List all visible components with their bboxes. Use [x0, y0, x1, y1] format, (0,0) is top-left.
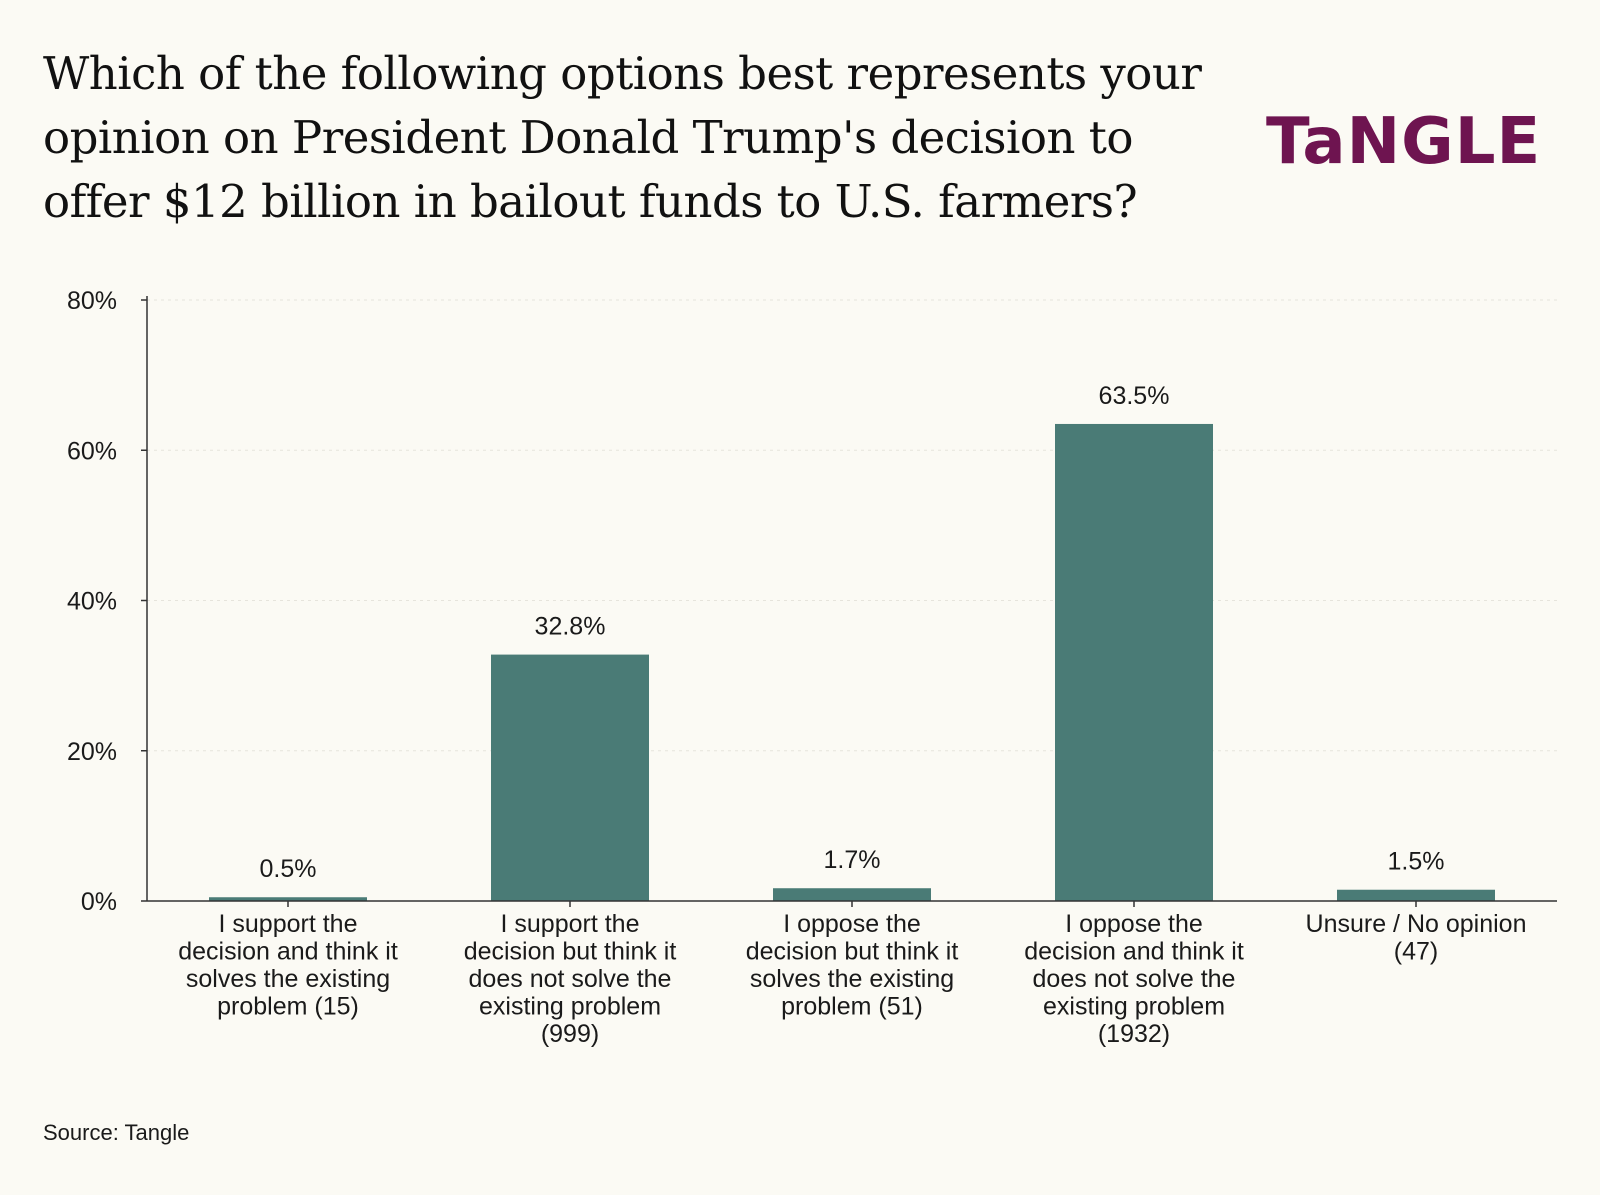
bar	[209, 897, 367, 901]
labels: 0% 20% 40% 60% 80% 0.5% I support the decision …	[67, 287, 1527, 1048]
x-tick-label: I support the decision but think it does n…	[464, 910, 677, 1048]
gridlines	[147, 299, 1557, 752]
bars	[209, 423, 1495, 901]
data-label: 0.5%	[260, 855, 317, 883]
x-tick-label: Unsure / No opinion (47)	[1306, 910, 1527, 966]
bar-chart: 0% 20% 40% 60% 80% 0.5% I support the decision …	[67, 287, 1557, 1048]
bar	[1337, 889, 1495, 901]
x-tick-label: I support the decision and think it solves…	[178, 910, 398, 1021]
bar	[773, 888, 931, 901]
y-tick-label: 80%	[67, 287, 117, 315]
source-note: Source: Tangle	[43, 1120, 190, 1145]
y-tick-label: 0%	[81, 888, 117, 916]
x-tick-label: I oppose the decision but think it solves …	[746, 910, 959, 1021]
chart-title: Which of the following options best repr…	[43, 47, 1202, 228]
x-tick-label: I oppose the decision and think it does no…	[1024, 910, 1244, 1048]
tangle-logo: TaNGLE	[1266, 105, 1542, 179]
data-label: 63.5%	[1099, 382, 1170, 410]
y-tick-label: 60%	[67, 437, 117, 465]
y-tick-label: 20%	[67, 738, 117, 766]
data-label: 1.7%	[824, 846, 881, 874]
bar	[1055, 423, 1213, 901]
y-tick-label: 40%	[67, 588, 117, 616]
data-label: 32.8%	[535, 613, 606, 641]
bar	[491, 654, 649, 901]
data-label: 1.5%	[1388, 848, 1445, 876]
axes	[141, 296, 1557, 907]
